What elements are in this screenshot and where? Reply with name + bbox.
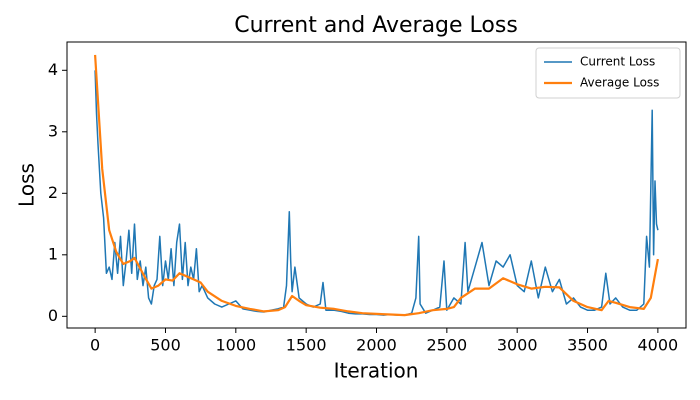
y-tick-label: 3 xyxy=(48,121,58,140)
x-tick-label: 2000 xyxy=(356,336,397,355)
y-tick-label: 0 xyxy=(48,306,58,325)
legend-box xyxy=(535,47,681,99)
x-tick-label: 2500 xyxy=(426,336,467,355)
x-tick-label: 3500 xyxy=(567,336,608,355)
x-tick-label: 500 xyxy=(150,336,181,355)
x-axis-label: Iteration xyxy=(334,359,419,383)
x-tick-label: 1000 xyxy=(215,336,256,355)
x-tick-label: 0 xyxy=(90,336,100,355)
y-axis-label: Loss xyxy=(15,163,39,207)
x-tick-label: 1500 xyxy=(286,336,327,355)
chart-title: Current and Average Loss xyxy=(234,13,518,38)
line-series xyxy=(94,54,659,317)
y-tick-label: 4 xyxy=(48,60,58,79)
line-series xyxy=(94,70,659,316)
y-tick-label: 1 xyxy=(48,244,58,263)
legend-label: Average Loss xyxy=(580,76,659,90)
y-tick-label: 2 xyxy=(48,183,58,202)
legend-label: Current Loss xyxy=(580,55,655,69)
x-tick-label: 3000 xyxy=(497,336,538,355)
x-tick-label: 4000 xyxy=(638,336,679,355)
plot-frame xyxy=(66,41,687,329)
